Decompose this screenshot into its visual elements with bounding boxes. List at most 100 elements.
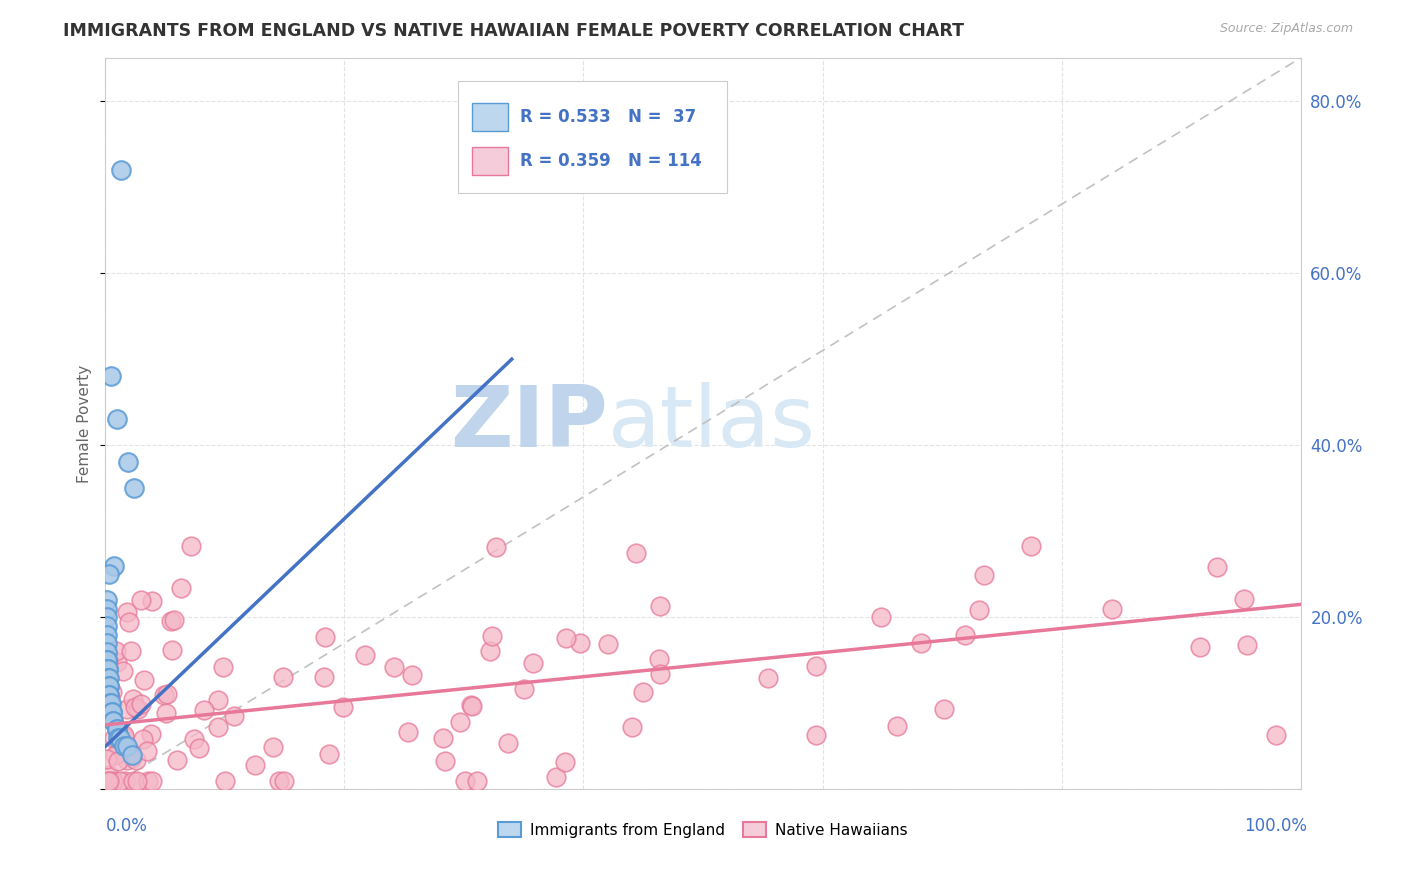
Point (139, 727, 162, 741)
Point (166, 753, 188, 767)
Point (886, 719, 908, 733)
Point (122, 773, 145, 788)
Point (103, 558, 125, 573)
Point (170, 581, 193, 595)
Text: atlas: atlas (607, 382, 815, 466)
Point (125, 753, 148, 767)
Point (100, 697, 122, 711)
Point (120, 644, 142, 658)
Point (332, 699, 354, 714)
Point (263, 739, 285, 754)
Point (141, 773, 163, 788)
Text: R = 0.533   N =  37: R = 0.533 N = 37 (520, 108, 696, 127)
Point (96, 636, 118, 650)
Point (101, 773, 124, 788)
Point (96, 646, 118, 660)
Point (273, 773, 295, 788)
Point (650, 667, 672, 681)
Text: 0.0%: 0.0% (105, 817, 148, 835)
Point (485, 541, 508, 555)
Point (314, 630, 336, 644)
Point (97, 768, 120, 782)
Point (98, 679, 121, 693)
Point (114, 773, 136, 788)
FancyBboxPatch shape (458, 81, 727, 194)
Point (554, 631, 576, 645)
Point (103, 731, 125, 745)
Point (98, 703, 121, 717)
Point (98, 688, 121, 702)
Point (100, 705, 122, 719)
Point (97, 773, 120, 788)
Point (1233, 591, 1256, 606)
Point (108, 773, 131, 788)
Point (513, 681, 536, 696)
Point (396, 725, 419, 739)
Point (105, 722, 128, 736)
Point (101, 714, 124, 728)
Point (127, 701, 149, 715)
Point (96, 619, 118, 633)
Point (188, 741, 211, 756)
Point (156, 687, 179, 701)
Point (129, 697, 152, 711)
Point (973, 567, 995, 582)
Point (460, 698, 482, 712)
Point (806, 659, 828, 673)
Point (1189, 640, 1212, 654)
Point (1021, 539, 1043, 553)
Y-axis label: Female Poverty: Female Poverty (77, 365, 93, 483)
Point (96, 653, 118, 667)
Point (121, 691, 143, 706)
Point (141, 594, 163, 608)
Point (273, 670, 295, 684)
Point (155, 706, 177, 720)
Point (105, 644, 128, 658)
Point (98, 697, 121, 711)
Point (97, 671, 120, 685)
Point (207, 692, 229, 706)
Text: R = 0.359   N = 114: R = 0.359 N = 114 (520, 153, 702, 170)
Point (98, 567, 121, 582)
Text: Source: ZipAtlas.com: Source: ZipAtlas.com (1219, 22, 1353, 36)
Point (382, 660, 405, 674)
FancyBboxPatch shape (472, 147, 508, 175)
Point (100, 369, 122, 384)
Point (401, 668, 423, 682)
Point (105, 722, 128, 736)
Point (103, 747, 125, 762)
Point (967, 603, 990, 617)
Point (111, 664, 134, 678)
Point (97, 662, 120, 676)
Point (101, 685, 124, 699)
Point (107, 741, 129, 756)
Point (96, 610, 118, 624)
Point (96, 601, 118, 615)
Point (222, 708, 245, 723)
Point (953, 628, 976, 642)
Text: ZIP: ZIP (450, 382, 607, 466)
Point (554, 755, 576, 769)
Text: 100.0%: 100.0% (1244, 817, 1308, 835)
Point (96, 752, 118, 766)
Point (96, 696, 118, 710)
Point (110, 162, 132, 177)
Point (132, 731, 155, 746)
Point (631, 684, 654, 698)
Point (107, 755, 129, 769)
Point (465, 773, 488, 788)
Point (804, 728, 827, 742)
Point (648, 599, 671, 613)
Point (96, 645, 118, 659)
Point (1236, 638, 1258, 652)
Point (122, 481, 145, 495)
Point (449, 715, 471, 730)
Point (129, 592, 152, 607)
Point (183, 731, 205, 746)
Point (193, 703, 215, 717)
Point (870, 609, 893, 624)
Point (460, 698, 482, 713)
Point (98, 688, 121, 702)
Point (96, 653, 118, 667)
Point (96, 627, 118, 641)
